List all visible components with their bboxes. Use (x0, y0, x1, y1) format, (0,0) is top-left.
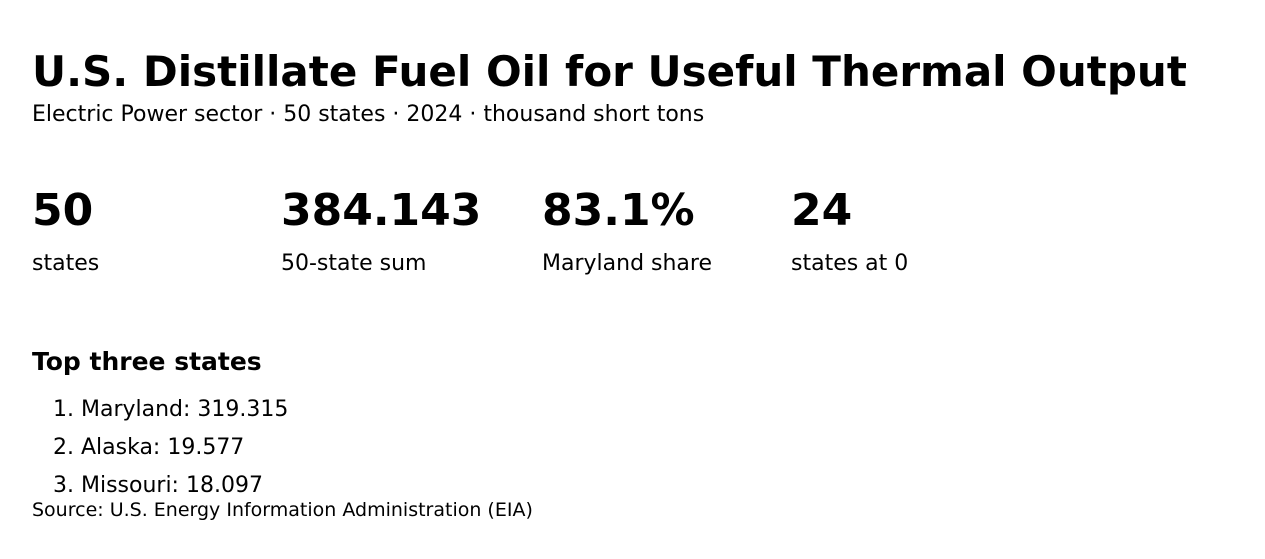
list-item: 1. Maryland: 319.315 (53, 397, 289, 422)
stat-value: 83.1% (542, 185, 695, 236)
list-item: 2. Alaska: 19.577 (53, 435, 245, 460)
page-subtitle: Electric Power sector · 50 states · 2024… (32, 102, 705, 127)
stat-label: Maryland share (542, 251, 713, 276)
stat-states-count: 50 states (32, 184, 99, 278)
list-item: 3. Missouri: 18.097 (53, 473, 263, 498)
top-states-list: 1. Maryland: 319.315 2. Alaska: 19.577 3… (53, 391, 288, 505)
stat-label: states at 0 (791, 251, 909, 276)
stat-maryland-share: 83.1% Maryland share (542, 184, 712, 278)
stat-state-sum: 384.143 50-state sum (281, 184, 481, 278)
stat-states-at-zero: 24 states at 0 (791, 184, 908, 278)
stat-value: 50 (32, 185, 94, 236)
stat-label: states (32, 251, 100, 276)
source-note: Source: U.S. Energy Information Administ… (32, 499, 533, 521)
page-title: U.S. Distillate Fuel Oil for Useful Ther… (32, 47, 1187, 96)
stat-value: 24 (791, 185, 853, 236)
stat-label: 50-state sum (281, 251, 427, 276)
top-states-heading: Top three states (32, 347, 262, 376)
stat-value: 384.143 (281, 185, 482, 236)
